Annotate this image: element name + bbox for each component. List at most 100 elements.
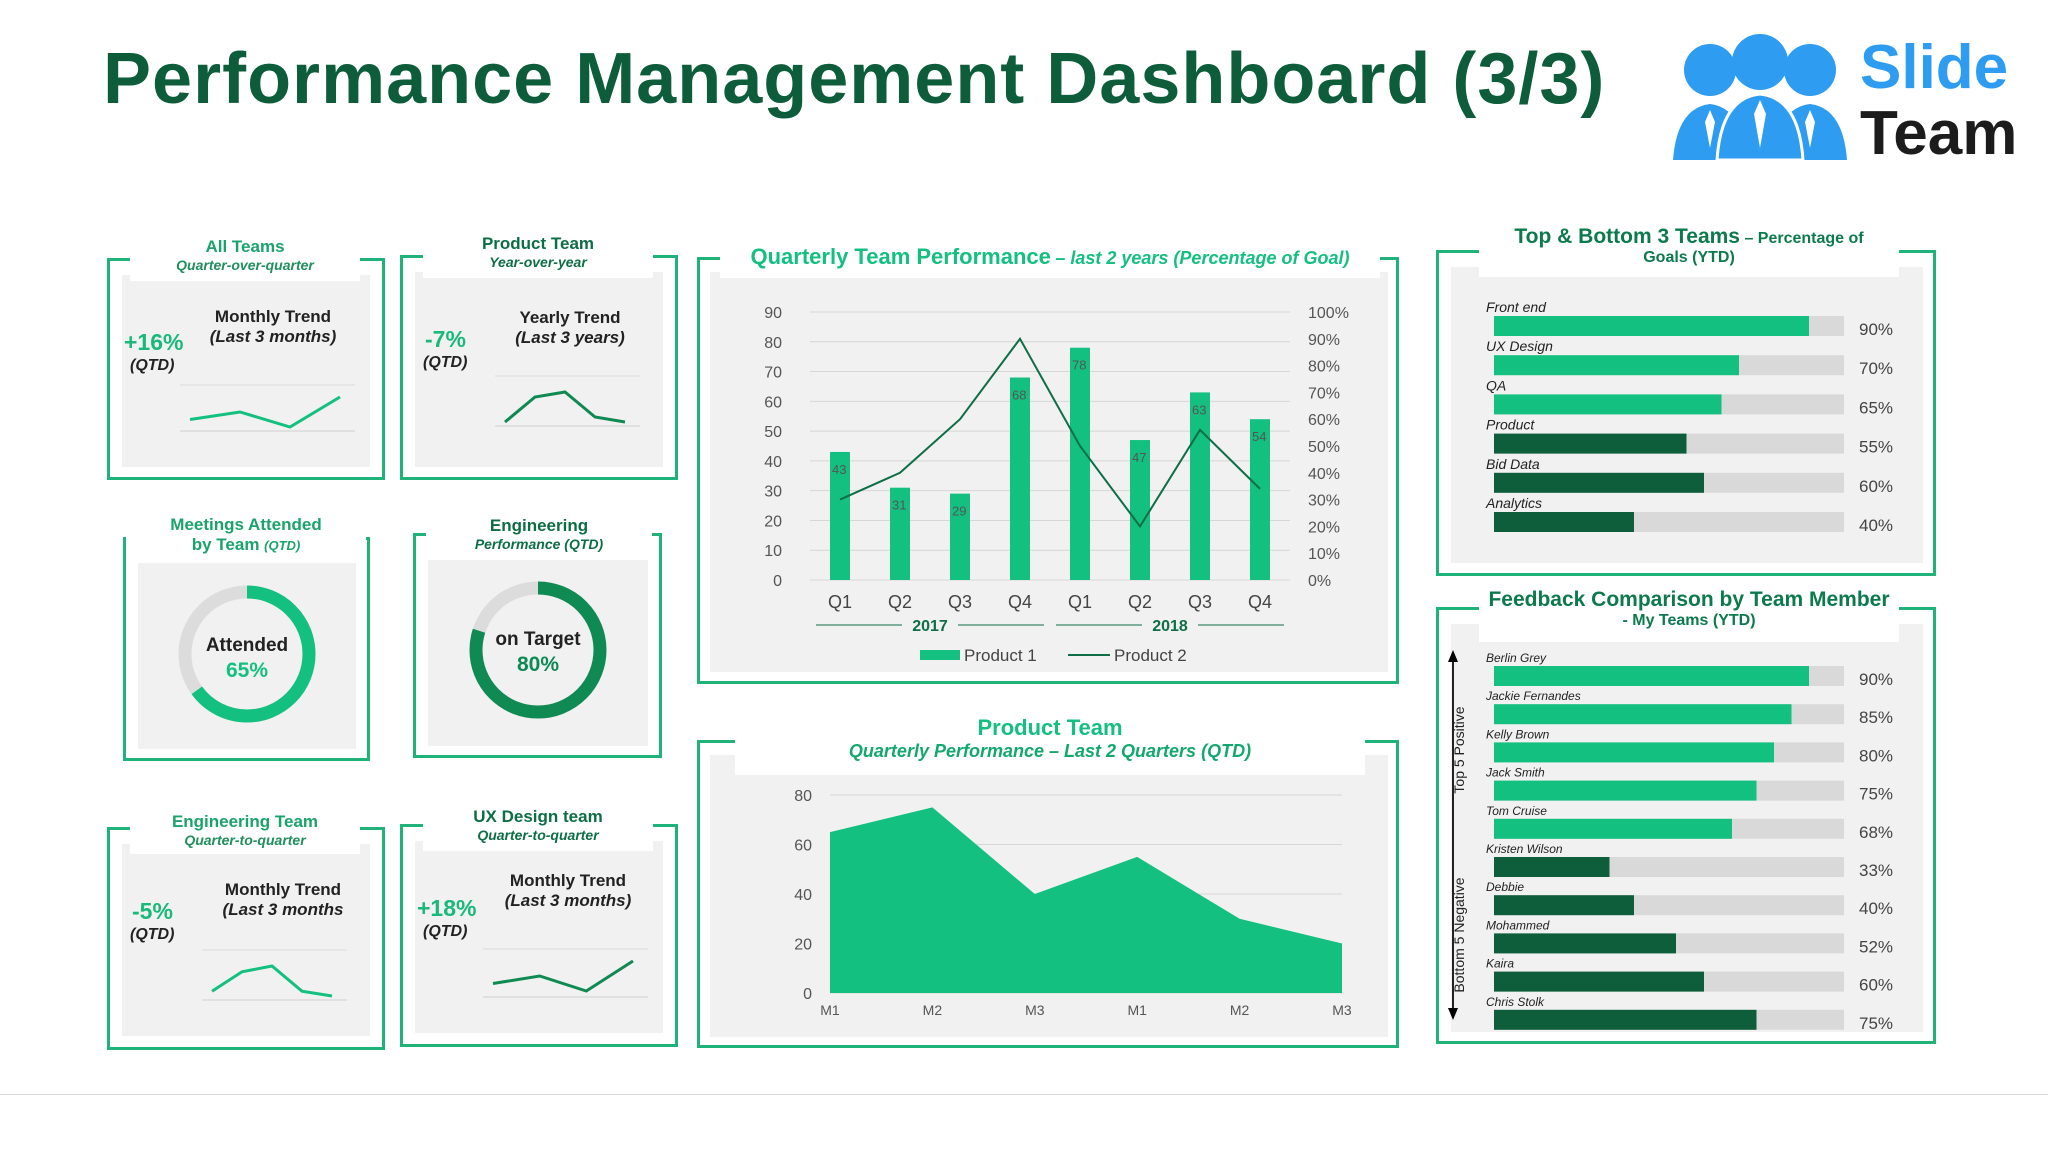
top-label: Top 5 Positive [1451,706,1467,793]
x-tick-label: Q4 [1008,592,1032,612]
kpi-value: +16% [124,329,184,355]
donut-chart: Attended 65% [178,585,316,723]
bar [1130,440,1150,580]
value-label: 40% [1859,516,1893,535]
x-tick-label: M1 [820,1002,840,1018]
donut-title-line2: Performance (QTD) [474,536,604,552]
chart-title-suffix: – Percentage of [1744,230,1864,247]
y-tick-label: 30 [764,484,782,501]
bar [1494,933,1676,954]
y-tick-label: 80 [764,335,782,352]
kpi-unit: (QTD) [423,923,468,940]
kpi-unit: (QTD) [423,354,468,371]
bar [1494,512,1634,532]
kpi-subtitle: Year-over-year [489,254,587,270]
team-people-icon [1673,34,1847,162]
trend-title: Monthly Trend [224,880,342,899]
bar [1494,780,1757,801]
y-tick-label: 40 [794,887,812,904]
trend-subtitle: (Last 3 years) [515,328,625,347]
logo-text-team: Team [1860,99,2018,168]
value-label: 85% [1859,708,1893,727]
product-area-chart: 0 20 40 60 80 M1 M2 M3 M1 M2 M3 [794,788,1352,1018]
kpi-unit: (QTD) [130,926,175,943]
bar [890,487,910,580]
top-bottom-heading: Top & Bottom 3 Teams – Percentage of Goa… [1479,225,1899,277]
donut-label: Attended [206,635,288,656]
category-label: Tom Cruise [1486,804,1547,818]
bar-data-label: 31 [892,498,906,513]
bar-data-label: 68 [1012,388,1026,403]
trend-title: Monthly Trend [509,871,627,890]
donut-card-engineering: Engineering Performance (QTD) on Target … [413,516,662,758]
y2-tick-label: 60% [1308,412,1340,429]
bar [1494,857,1610,877]
y-tick-label: 80 [794,788,812,805]
area-series [830,807,1342,993]
x-tick-label: M1 [1127,1002,1147,1018]
category-label: Jackie Fernandes [1485,689,1581,703]
sparkline-path [504,390,626,424]
value-label: 65% [1859,398,1893,417]
y2-tick-label: 50% [1308,439,1340,456]
y2-tick-label: 10% [1308,546,1340,563]
donut-chart: on Target 80% [469,581,607,719]
value-label: 90% [1859,320,1893,339]
value-label: 60% [1859,976,1893,995]
category-label: Kristen Wilson [1486,842,1563,856]
value-label: 33% [1859,861,1893,880]
logo-text-slide: Slide [1860,33,2009,102]
category-label: Chris Stolk [1486,995,1545,1009]
bar [1494,1009,1757,1030]
x-tick-label: M2 [923,1002,943,1018]
y-tick-label: 40 [764,454,782,471]
kpi-title: UX Design team [473,807,603,826]
kpi-card-all-teams: All Teams Quarter-over-quarter +16% (QTD… [107,237,385,480]
quarterly-performance-panel: Quarterly Team Performance – last 2 year… [697,244,1399,684]
bottom-label: Bottom 5 Negative [1451,877,1467,992]
category-label: Kaira [1486,957,1514,971]
kpi-value: -5% [132,898,173,924]
x-tick-label: Q1 [828,592,852,612]
value-label: 55% [1859,438,1893,457]
y-tick-label: 10 [764,543,782,560]
sparkline [180,384,355,432]
kpi-card-engineering-team: Engineering Team Quarter-to-quarter -5% … [107,812,385,1050]
trend-subtitle: (Last 3 months [222,900,344,919]
donut-value: 80% [517,653,559,676]
category-label: Jack Smith [1485,766,1545,780]
bar [1494,472,1704,493]
sparkline-path [189,395,341,429]
arrow-up-icon [1448,650,1458,662]
y2-tick-label: 30% [1308,493,1340,510]
sparkline-path [492,959,634,993]
x-tick-label: Q1 [1068,592,1092,612]
category-label: Product [1486,417,1535,433]
donut-label: on Target [495,629,581,650]
trend-title: Monthly Trend [214,307,332,326]
bar [1494,394,1722,415]
value-label: 52% [1859,937,1893,956]
bar [1190,392,1210,580]
kpi-subtitle: Quarter-to-quarter [184,832,306,848]
donut-arc [469,581,607,719]
series-line-product-2 [839,336,1261,529]
kpi-card-ux-design-team: UX Design team Quarter-to-quarter +18% (… [400,807,678,1047]
y2-tick-label: 70% [1308,385,1340,402]
chart-subtitle: – last 2 years (Percentage of Goal) [1055,248,1350,268]
y-tick-label: 20 [794,937,812,954]
kpi-value: -7% [425,326,466,352]
chart-title: Feedback Comparison by Team Member [1488,588,1890,611]
chart-title: Quarterly Team Performance [750,244,1051,269]
value-label: 70% [1859,359,1893,378]
bar-data-label: 78 [1072,358,1086,373]
category-label: QA [1486,377,1506,393]
category-label: Bid Data [1486,456,1540,472]
sparkline [202,949,347,1001]
x-tick-label: M3 [1332,1002,1352,1018]
donut-title-line2: by Team [191,535,260,554]
legend-label: Product 1 [964,646,1037,665]
trend-subtitle: (Last 3 months) [209,327,337,346]
x-tick-label: Q2 [888,592,912,612]
trend-subtitle: (Last 3 months) [504,891,632,910]
